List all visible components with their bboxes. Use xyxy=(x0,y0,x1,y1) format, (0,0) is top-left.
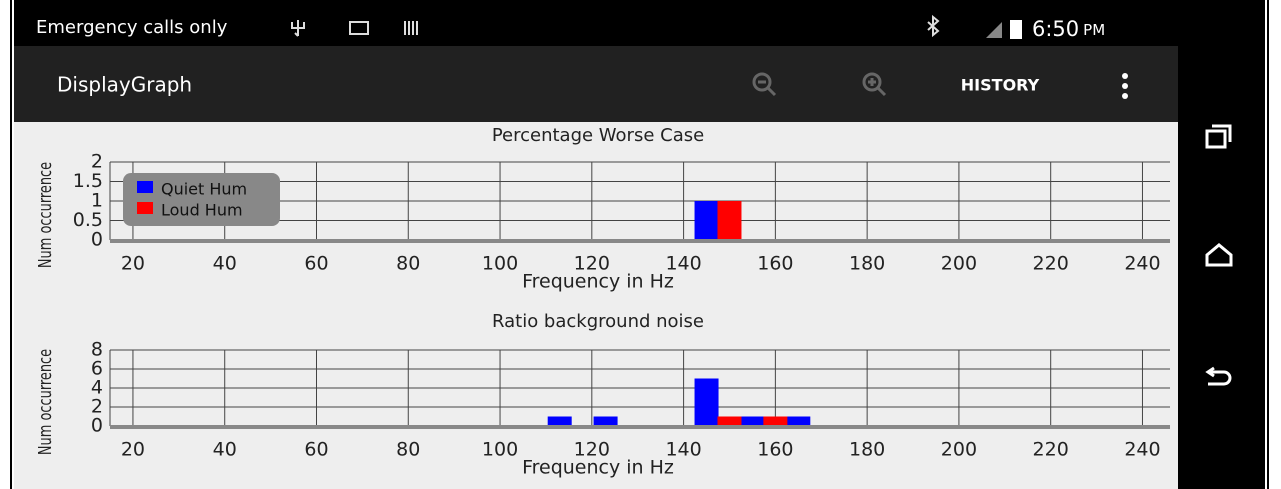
legend-label: Loud Hum xyxy=(161,201,243,220)
y-tick-label: 6 xyxy=(91,358,103,380)
time: 6:50 xyxy=(1032,17,1079,41)
time-suffix: PM xyxy=(1083,21,1105,39)
legend-label: Quiet Hum xyxy=(161,180,247,199)
battery-icon xyxy=(1010,20,1022,39)
bar xyxy=(786,417,810,427)
x-tick-label: 20 xyxy=(121,439,145,461)
x-tick-label: 80 xyxy=(396,253,420,275)
x-tick-label: 120 xyxy=(574,439,610,461)
bar xyxy=(717,201,741,240)
x-tick-label: 140 xyxy=(665,439,701,461)
legend-swatch xyxy=(137,181,153,193)
x-tick-label: 160 xyxy=(757,253,793,275)
overflow-menu[interactable] xyxy=(1122,73,1128,99)
carrier-text: Emergency calls only xyxy=(36,17,228,38)
x-tick-label: 120 xyxy=(574,253,610,275)
app-title: DisplayGraph xyxy=(57,73,192,97)
y-tick-label: 8 xyxy=(91,339,103,361)
x-tick-label: 180 xyxy=(849,439,885,461)
y-tick-label: 2 xyxy=(91,151,103,173)
x-tick-label: 140 xyxy=(665,253,701,275)
y-axis-title: Num occurrence xyxy=(34,349,55,455)
legend-swatch xyxy=(137,202,153,214)
bar xyxy=(695,201,719,240)
x-tick-label: 180 xyxy=(849,253,885,275)
x-tick-label: 100 xyxy=(482,439,518,461)
x-tick-label: 200 xyxy=(941,439,977,461)
y-tick-label: 1.5 xyxy=(73,170,103,192)
bar xyxy=(594,417,618,427)
x-tick-label: 80 xyxy=(396,439,420,461)
page: {"status_bar": {"carrier": "Emergency ca… xyxy=(0,0,1281,489)
y-axis-title: Num occurrence xyxy=(34,162,55,268)
x-tick-label: 200 xyxy=(941,253,977,275)
x-tick-label: 60 xyxy=(304,439,328,461)
bar xyxy=(740,417,764,427)
chart-title: Percentage Worse Case xyxy=(492,125,704,146)
chart-title: Ratio background noise xyxy=(492,311,704,332)
nav-bar xyxy=(1178,0,1265,489)
x-tick-label: 220 xyxy=(1033,253,1069,275)
y-tick-label: 0 xyxy=(91,229,103,251)
bar xyxy=(695,379,719,427)
x-tick-label: 60 xyxy=(304,253,328,275)
legend: Quiet Hum Loud Hum xyxy=(123,173,280,226)
x-tick-label: 20 xyxy=(121,253,145,275)
x-tick-label: 240 xyxy=(1124,439,1160,461)
x-tick-label: 220 xyxy=(1033,439,1069,461)
bar xyxy=(763,417,787,427)
history-button[interactable]: HISTORY xyxy=(961,76,1040,95)
y-tick-label: 4 xyxy=(91,377,103,399)
x-tick-label: 100 xyxy=(482,253,518,275)
bar xyxy=(548,417,572,427)
x-tick-label: 40 xyxy=(213,253,237,275)
x-tick-label: 40 xyxy=(213,439,237,461)
y-tick-label: 1 xyxy=(91,190,103,212)
y-tick-label: 2 xyxy=(91,396,103,418)
y-tick-label: 0.5 xyxy=(73,209,103,231)
bar xyxy=(717,417,741,427)
screenshot: Emergency calls only 6:50PM DisplayGraph… xyxy=(0,0,1281,489)
y-tick-label: 0 xyxy=(91,415,103,437)
x-tick-label: 160 xyxy=(757,439,793,461)
x-tick-label: 240 xyxy=(1124,253,1160,275)
